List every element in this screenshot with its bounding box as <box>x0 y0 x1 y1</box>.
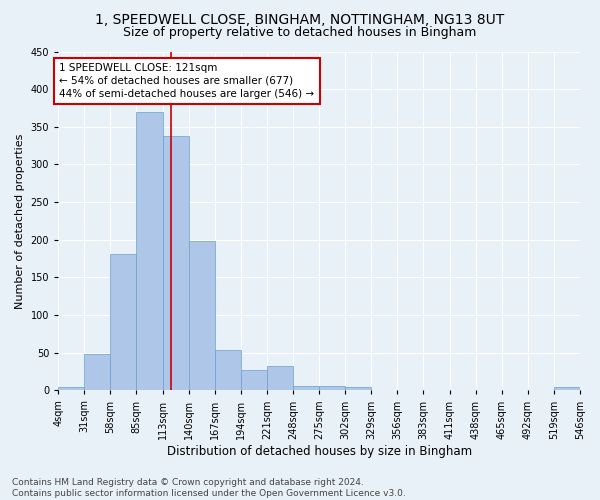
Bar <box>293 386 319 390</box>
X-axis label: Distribution of detached houses by size in Bingham: Distribution of detached houses by size … <box>167 444 472 458</box>
Text: 1 SPEEDWELL CLOSE: 121sqm
← 54% of detached houses are smaller (677)
44% of semi: 1 SPEEDWELL CLOSE: 121sqm ← 54% of detac… <box>59 63 314 99</box>
Text: 1, SPEEDWELL CLOSE, BINGHAM, NOTTINGHAM, NG13 8UT: 1, SPEEDWELL CLOSE, BINGHAM, NOTTINGHAM,… <box>95 12 505 26</box>
Y-axis label: Number of detached properties: Number of detached properties <box>15 134 25 308</box>
Bar <box>345 386 371 390</box>
Bar <box>241 370 267 390</box>
Text: Size of property relative to detached houses in Bingham: Size of property relative to detached ho… <box>124 26 476 39</box>
Bar <box>319 386 345 390</box>
Bar <box>58 386 84 390</box>
Bar <box>136 112 163 390</box>
Text: Contains HM Land Registry data © Crown copyright and database right 2024.
Contai: Contains HM Land Registry data © Crown c… <box>12 478 406 498</box>
Bar <box>163 136 189 390</box>
Bar <box>215 350 241 391</box>
Bar <box>554 386 580 390</box>
Bar <box>267 366 293 390</box>
Bar <box>110 254 136 390</box>
Bar <box>84 354 110 391</box>
Bar <box>189 240 215 390</box>
